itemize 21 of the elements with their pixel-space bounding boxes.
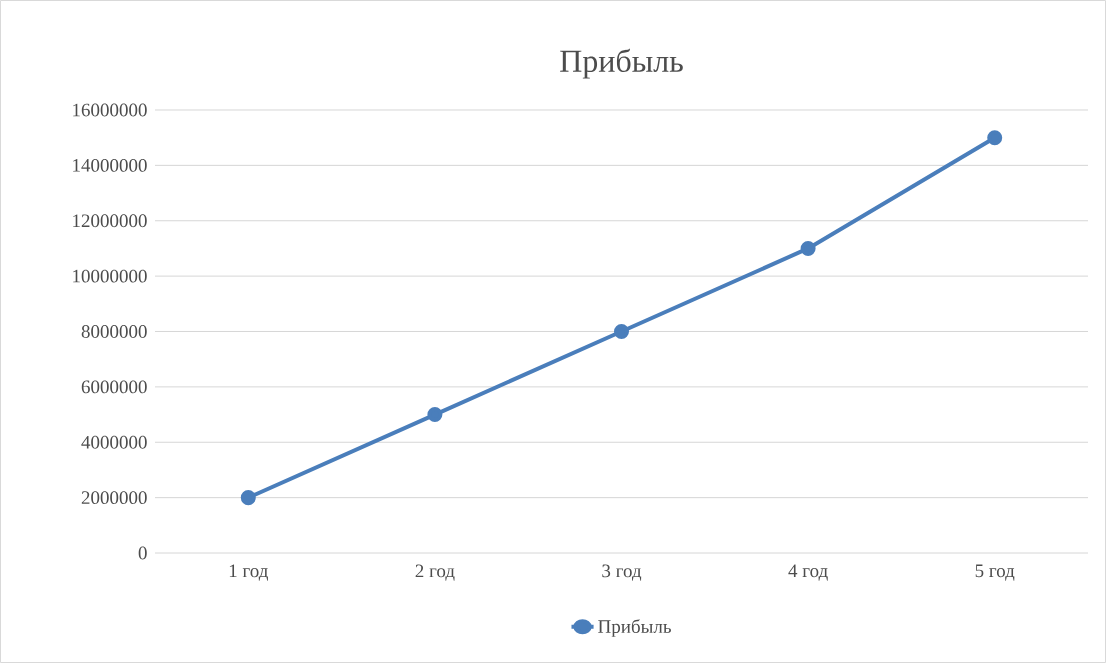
legend-label: Прибыль bbox=[598, 619, 671, 637]
x-tick-label: 1 год bbox=[229, 564, 268, 581]
point bbox=[987, 130, 1003, 146]
x-tick-label: 5 год bbox=[975, 564, 1015, 581]
y-tick-label: 0 bbox=[138, 546, 147, 560]
y-tick-label: 16000000 bbox=[73, 103, 147, 117]
y-tick-label: 4000000 bbox=[81, 435, 147, 449]
y-tick-label: 2000000 bbox=[81, 491, 147, 505]
x-tick-label: 4 год bbox=[788, 564, 828, 581]
y-tick-label: 8000000 bbox=[81, 325, 147, 338]
x-tick-label: 3 год bbox=[602, 564, 642, 581]
point bbox=[614, 324, 629, 339]
y-tick-label: 10000000 bbox=[73, 269, 147, 283]
x-tick-label: 2 год bbox=[415, 564, 455, 581]
y-tick-label: 6000000 bbox=[81, 380, 147, 394]
point bbox=[800, 240, 816, 256]
point bbox=[240, 490, 256, 506]
y-tick-label: 12000000 bbox=[73, 214, 147, 228]
point bbox=[427, 407, 443, 423]
y-tick-label: 14000000 bbox=[73, 158, 147, 172]
chart-title: Прибыль bbox=[560, 48, 683, 79]
